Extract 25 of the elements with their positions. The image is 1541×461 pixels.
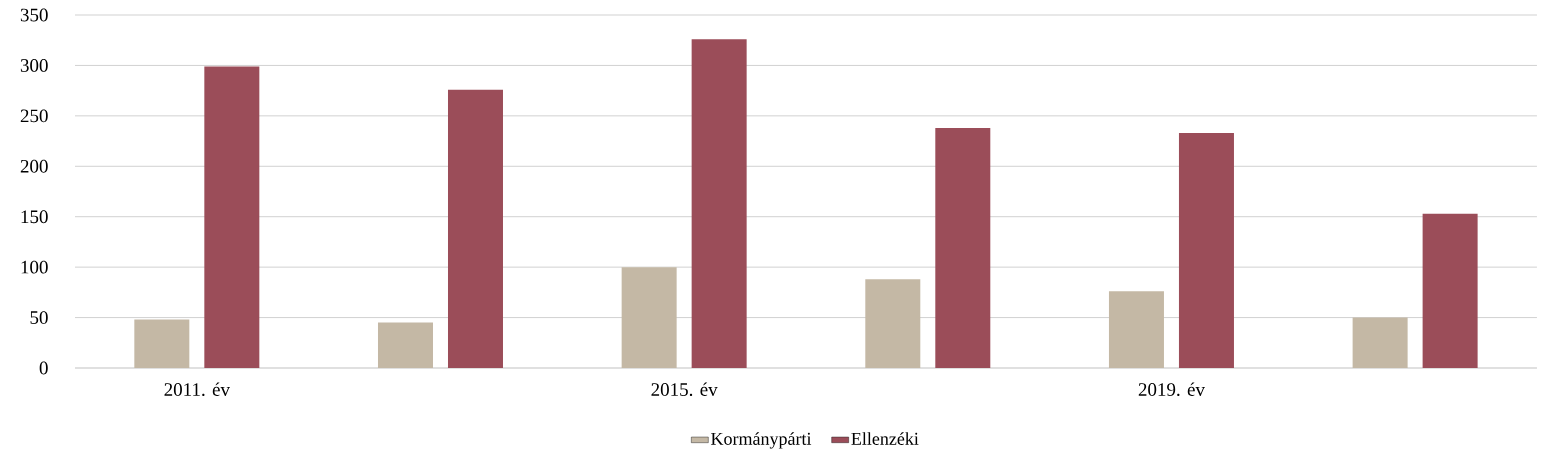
y-tick-label: 250 (20, 109, 48, 123)
bar (1178, 133, 1234, 368)
bar (865, 279, 921, 368)
bar (204, 66, 260, 368)
legend-label: Kormánypárti (711, 432, 812, 449)
x-tick-label: 2019. év (1138, 382, 1205, 397)
bar (935, 127, 991, 368)
y-tick-label: 100 (21, 260, 48, 274)
bar (447, 89, 503, 368)
legend-label: Ellenzéki (851, 432, 919, 445)
y-tick-label: 350 (20, 8, 48, 22)
bar (1422, 213, 1478, 368)
y-tick-label: 50 (30, 311, 48, 324)
y-tick-label: 200 (20, 159, 48, 173)
bar (691, 39, 747, 368)
bar (377, 322, 433, 368)
y-tick-label: 300 (20, 59, 48, 72)
bar (621, 267, 677, 368)
bar (134, 319, 190, 368)
bar (1352, 317, 1408, 368)
x-tick-label: 2011. év (164, 382, 230, 397)
y-tick-label: 150 (21, 210, 48, 224)
x-tick-label: 2015. év (651, 382, 718, 397)
bar (1108, 291, 1164, 368)
y-tick-label: 0 (39, 361, 48, 375)
